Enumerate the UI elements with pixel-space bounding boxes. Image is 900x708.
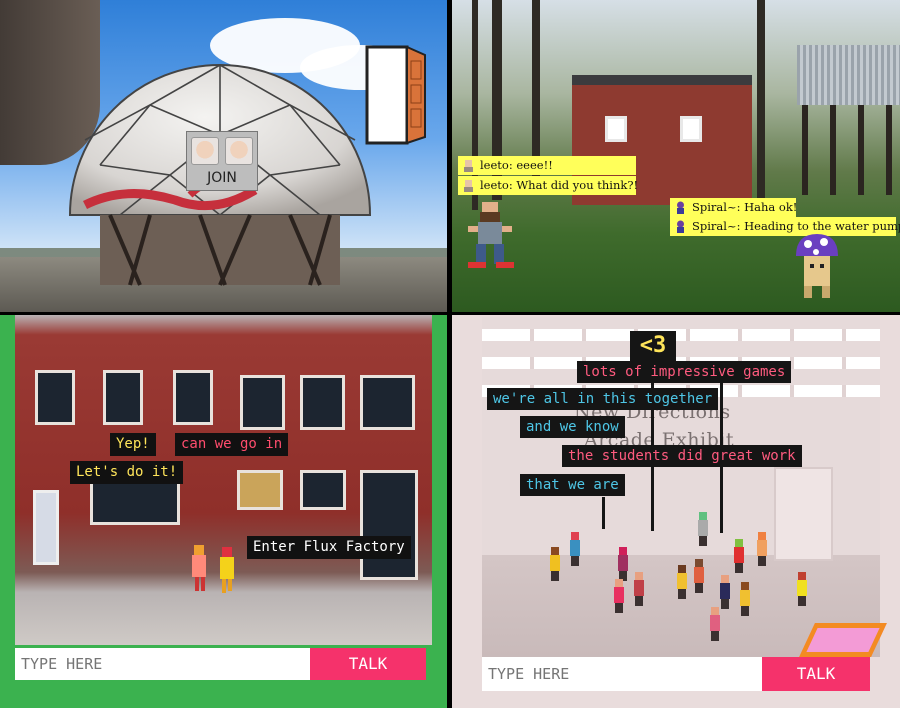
join-button[interactable]: JOIN [186,131,258,191]
chat-bubble: and we know [520,416,625,438]
coop-stilts [802,105,892,195]
join-label: JOIN [207,170,237,186]
avatar-sprite[interactable] [797,572,807,606]
player-avatars[interactable] [190,545,240,605]
avatar-sprite[interactable] [698,512,708,546]
avatar-sprite[interactable] [614,579,624,613]
chat-bubble: Let's do it! [70,461,184,484]
chat-text: can we go in [181,436,283,452]
building-window [35,370,75,425]
chat-text: Yep! [116,436,150,452]
mushroom-sprite[interactable] [792,232,842,304]
flux-factory-panel: Yep! can we go in Let's do it! Enter Flu… [0,315,447,708]
building-window [173,370,213,425]
chat-message: Spiral~: Haha ok! [670,198,798,217]
avatar-sprite[interactable] [634,572,644,606]
user-avatar-icon [464,180,473,192]
chat-bubble: the students did great work [562,445,802,467]
chat-bubble: can we go in [175,433,289,456]
avatar-sprite[interactable] [734,539,744,573]
building-door [360,470,418,580]
chat-text: lots of impressive games [583,364,786,380]
chat-input-field[interactable] [482,657,762,691]
gallery-room-scene[interactable]: New Directions Arcade Exhibit <3 lots of… [482,317,887,657]
user-avatar-icon [677,201,684,214]
chat-input[interactable] [15,648,310,680]
chat-bubble: Yep! [110,433,156,456]
avatar [224,137,253,165]
avatar-sprite[interactable] [720,575,730,609]
arcade-gallery-panel: New Directions Arcade Exhibit <3 lots of… [452,315,900,708]
chat-bubble: lots of impressive games [577,361,792,383]
chat-message: Spiral~: Heading to the water pump. [670,217,900,236]
user-avatar-icon [677,220,684,233]
tower-structure [0,0,100,165]
shed-window [605,116,627,142]
avatar-sprite[interactable] [570,532,580,566]
chat-text: Let's do it! [76,464,178,480]
chat-text: Spiral~: Heading to the water pump. [692,219,900,233]
chat-input-field[interactable] [15,648,310,680]
building-window [300,470,346,510]
chat-input[interactable] [482,657,762,691]
chat-message: leeto: What did you think?! [458,176,639,195]
heart-emote: <3 [630,331,676,361]
chat-text: the students did great work [568,448,796,464]
chicken-coop [797,45,900,105]
avatar-sprite[interactable] [740,582,750,616]
chat-text: we're all in this together [493,391,713,407]
ceiling-light [482,329,880,341]
speech-string [602,497,605,529]
avatar-sprite[interactable] [550,547,560,581]
avatar-sprite[interactable] [694,559,704,593]
chat-text: and we know [526,419,619,435]
link-text: Enter Flux Factory [253,539,405,555]
exit-door-icon[interactable] [365,45,427,145]
chat-text: Spiral~: Haha ok! [692,200,798,214]
tree-trunk [492,0,502,200]
chat-text: that we are [526,477,619,493]
tree-trunk [472,0,478,210]
tree-trunk [532,0,540,190]
chat-bubble: that we are [520,474,625,496]
chat-bubble: we're all in this together [487,388,719,410]
talk-button[interactable]: TALK [310,648,426,680]
avatar-sprite[interactable] [710,607,720,641]
shed-window [680,116,702,142]
enter-flux-factory-link[interactable]: Enter Flux Factory [247,536,411,559]
tree-trunk [757,0,765,200]
building-window [237,470,283,510]
brick-building-scene[interactable]: Yep! can we go in Let's do it! Enter Flu… [15,315,432,645]
stairway [774,467,833,561]
bearded-man-sprite[interactable] [462,202,518,274]
side-door [33,490,59,565]
building-window [300,375,345,430]
avatar [191,137,220,165]
building-window [103,370,143,425]
building-window [240,375,285,430]
dome-scene-panel: JOIN [0,0,447,312]
avatar-sprite[interactable] [677,565,687,599]
avatar-sprite[interactable] [618,547,628,581]
building-window [360,375,415,430]
chat-text: leeto: eeee!! [480,158,553,172]
storefront-window [90,480,180,525]
talk-button[interactable]: TALK [762,657,870,691]
chat-message: leeto: eeee!! [458,156,636,175]
yard-scene-panel: leeto: eeee!! leeto: What did you think?… [452,0,900,312]
user-avatar-icon [464,160,473,172]
avatar-sprite[interactable] [757,532,767,566]
chat-text: leeto: What did you think?! [480,178,639,192]
